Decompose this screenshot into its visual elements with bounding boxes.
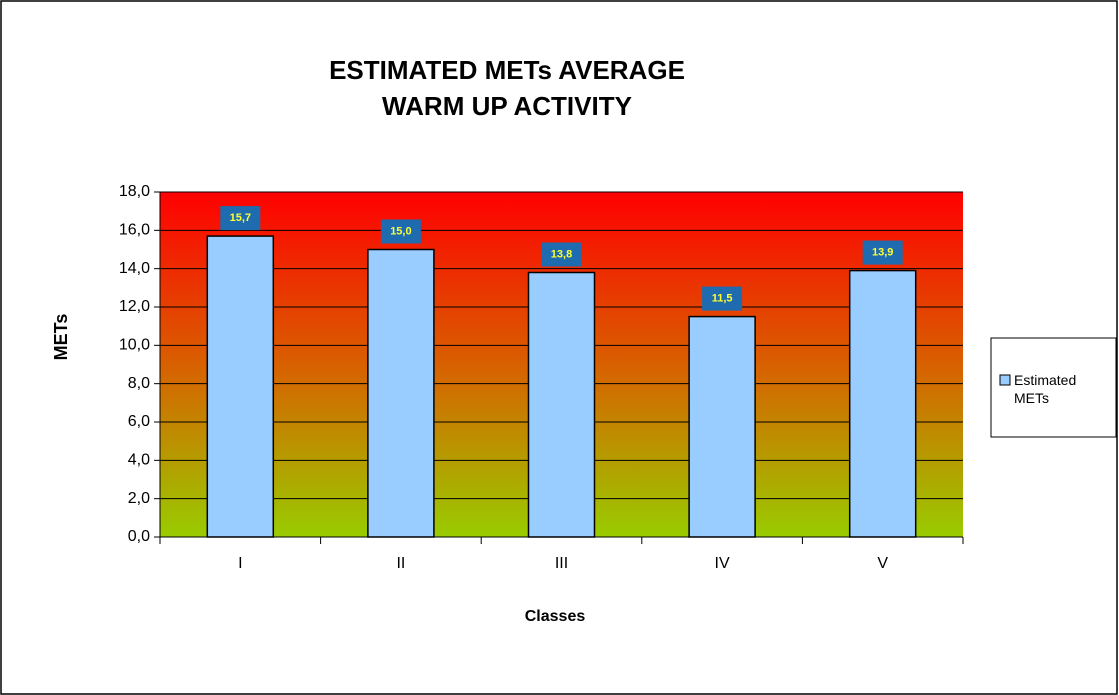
x-tick-label: II: [396, 555, 405, 572]
y-tick-label: 2,0: [128, 490, 150, 507]
y-tick-label: 0,0: [128, 528, 150, 545]
x-tick-label: III: [555, 555, 568, 572]
y-tick-label: 18,0: [119, 183, 150, 200]
y-tick-label: 6,0: [128, 413, 150, 430]
chart-title: ESTIMATED METs AVERAGE: [329, 55, 685, 85]
bar: [848, 269, 917, 538]
value-label: 11,5: [712, 292, 733, 304]
y-tick-label: 10,0: [119, 337, 150, 354]
x-axis-title: Classes: [525, 608, 586, 625]
value-label: 13,8: [551, 248, 572, 260]
value-label: 15,0: [390, 225, 411, 237]
value-label-box: [702, 286, 743, 311]
value-label-box: [380, 219, 421, 244]
y-tick-label: 4,0: [128, 452, 150, 469]
value-label: 13,9: [872, 246, 893, 258]
bar: [367, 248, 435, 538]
legend-label: Estimated METs: [1014, 372, 1076, 406]
y-tick-label: 16,0: [119, 222, 150, 239]
value-label-box: [862, 240, 903, 265]
bar: [527, 271, 596, 538]
value-label: 15,7: [230, 212, 251, 224]
x-tick-label: IV: [715, 555, 730, 572]
value-label-box: [220, 206, 261, 231]
y-tick-label: 12,0: [119, 298, 150, 315]
y-tick-label: 8,0: [128, 375, 150, 392]
legend: [990, 337, 1117, 438]
x-tick-label: V: [877, 555, 888, 572]
bar: [688, 315, 756, 538]
y-tick-label: 14,0: [119, 260, 150, 277]
legend-swatch: [999, 374, 1011, 386]
bar: [206, 235, 275, 538]
x-tick-label: I: [238, 555, 242, 572]
value-label-box: [541, 242, 582, 267]
y-axis-title: METs: [51, 314, 71, 361]
chart-title: WARM UP ACTIVITY: [382, 91, 632, 121]
